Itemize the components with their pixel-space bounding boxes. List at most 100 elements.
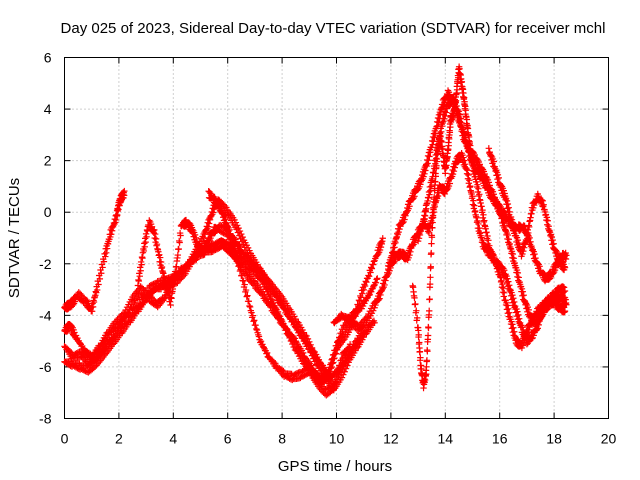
data-point bbox=[428, 249, 435, 257]
data-point bbox=[143, 233, 150, 240]
chart-title: Day 025 of 2023, Sidereal Day-to-day VTE… bbox=[61, 20, 606, 37]
data-point bbox=[267, 295, 274, 302]
data-point bbox=[462, 107, 469, 114]
data-point bbox=[96, 275, 104, 283]
data-point bbox=[416, 348, 424, 355]
y-tick-label: 4 bbox=[44, 101, 52, 117]
data-point bbox=[423, 357, 431, 364]
data-point bbox=[426, 295, 433, 303]
data-point bbox=[368, 265, 376, 272]
data-point bbox=[340, 371, 347, 378]
y-tick-label: -8 bbox=[39, 411, 52, 427]
data-point bbox=[340, 337, 347, 344]
data-point bbox=[447, 123, 454, 131]
data-point bbox=[98, 270, 105, 277]
data-point bbox=[235, 224, 242, 232]
data-point bbox=[191, 257, 199, 264]
data-point bbox=[239, 233, 246, 241]
data-point bbox=[464, 125, 472, 132]
data-point bbox=[85, 349, 93, 357]
y-tick-label: 6 bbox=[44, 50, 52, 66]
series-track-1 bbox=[61, 187, 128, 315]
data-point bbox=[428, 240, 435, 247]
data-point bbox=[167, 301, 174, 309]
data-point bbox=[152, 235, 160, 243]
data-point bbox=[275, 312, 282, 319]
y-axis-tick-labels: 6 4 2 0 -2 -4 -6 -8 bbox=[39, 50, 52, 427]
data-point bbox=[426, 280, 434, 288]
y-axis-label: SDTVAR / TECUs bbox=[6, 178, 23, 298]
data-point bbox=[193, 256, 200, 263]
y-tick-label: 2 bbox=[44, 153, 52, 169]
data-point bbox=[104, 334, 111, 341]
data-point bbox=[365, 273, 373, 280]
x-tick-label: 20 bbox=[601, 431, 617, 447]
x-tick-label: 6 bbox=[224, 431, 232, 447]
data-marks bbox=[61, 63, 570, 399]
data-point bbox=[88, 308, 96, 315]
data-point bbox=[200, 234, 208, 242]
x-tick-label: 12 bbox=[383, 431, 399, 447]
data-point bbox=[270, 299, 277, 307]
data-point bbox=[379, 235, 386, 242]
chart-grid bbox=[64, 57, 609, 419]
data-point bbox=[175, 245, 182, 253]
data-point bbox=[361, 282, 369, 290]
data-point bbox=[478, 203, 485, 210]
data-point bbox=[427, 274, 434, 281]
data-point bbox=[371, 319, 378, 327]
data-point bbox=[238, 230, 245, 238]
x-axis-label: GPS time / hours bbox=[278, 458, 392, 475]
y-tick-label: -6 bbox=[39, 359, 52, 375]
data-point bbox=[341, 368, 348, 375]
data-point bbox=[95, 346, 103, 353]
data-point bbox=[425, 324, 432, 332]
series-track-4 bbox=[61, 237, 381, 386]
data-point bbox=[360, 286, 367, 294]
data-point bbox=[268, 296, 276, 303]
data-point bbox=[426, 307, 433, 315]
data-point bbox=[232, 219, 240, 226]
data-point bbox=[359, 290, 366, 297]
data-point bbox=[291, 340, 298, 348]
data-point bbox=[466, 177, 473, 184]
data-point bbox=[246, 247, 253, 254]
data-point bbox=[544, 217, 551, 224]
x-axis-tick-labels: 0 2 4 6 8 10 12 14 16 18 20 bbox=[61, 431, 617, 447]
data-point bbox=[68, 323, 75, 330]
data-point bbox=[424, 348, 431, 355]
data-point bbox=[93, 286, 101, 294]
data-point bbox=[370, 261, 377, 268]
data-point bbox=[424, 332, 432, 339]
data-point bbox=[416, 339, 423, 346]
y-tick-label: -2 bbox=[39, 256, 52, 272]
data-point bbox=[274, 308, 282, 316]
data-point bbox=[282, 325, 290, 332]
data-point bbox=[471, 202, 478, 209]
data-point bbox=[99, 264, 106, 271]
data-point bbox=[119, 310, 127, 317]
data-point bbox=[102, 253, 109, 260]
data-point bbox=[119, 317, 126, 324]
data-point bbox=[357, 294, 365, 301]
data-point bbox=[370, 258, 378, 265]
data-point bbox=[236, 227, 244, 235]
data-point bbox=[363, 278, 370, 286]
x-tick-label: 8 bbox=[278, 431, 286, 447]
data-point bbox=[103, 249, 110, 257]
data-point bbox=[100, 258, 108, 265]
data-point bbox=[83, 296, 90, 304]
data-point bbox=[367, 269, 374, 276]
data-point bbox=[376, 246, 384, 254]
x-tick-label: 18 bbox=[546, 431, 562, 447]
data-point bbox=[94, 347, 102, 355]
x-tick-label: 16 bbox=[492, 431, 508, 447]
y-tick-label: 0 bbox=[44, 204, 52, 220]
data-point bbox=[483, 228, 490, 236]
data-point bbox=[246, 303, 254, 311]
y-tick-label: -4 bbox=[39, 307, 52, 323]
data-point bbox=[205, 223, 212, 230]
data-point bbox=[221, 202, 229, 210]
data-point bbox=[107, 231, 115, 238]
